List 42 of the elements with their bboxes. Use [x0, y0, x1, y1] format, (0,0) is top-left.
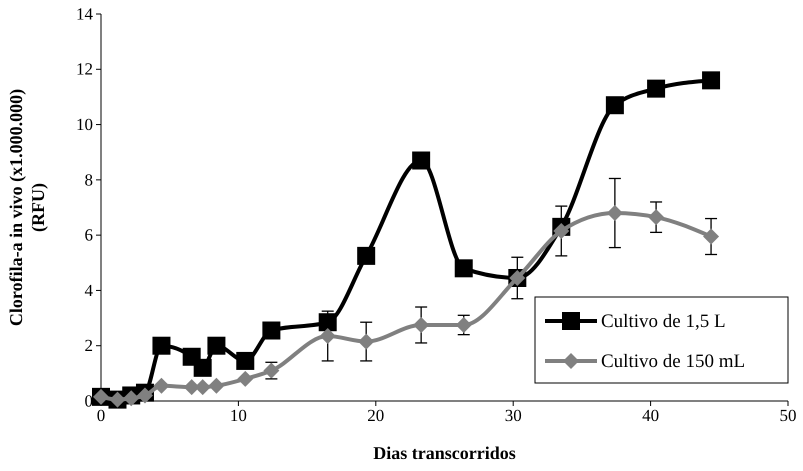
point — [647, 80, 666, 98]
x-tick-label: 10 — [230, 406, 247, 426]
point — [703, 228, 720, 245]
point — [237, 370, 254, 387]
point — [357, 246, 376, 265]
y-tick-label: 10 — [76, 115, 93, 134]
point — [553, 222, 570, 239]
x-tick-label: 30 — [504, 406, 522, 426]
point — [262, 322, 280, 340]
point — [413, 316, 430, 333]
legend-label: Cultivo de 1,5 L — [601, 311, 726, 332]
point — [153, 378, 170, 394]
y-tick-label: 14 — [76, 4, 94, 24]
point — [207, 336, 226, 355]
point — [358, 334, 374, 350]
x-axis-title: Dias transcorridos — [373, 443, 516, 463]
x-tick-label: 20 — [367, 406, 384, 426]
y-tick-label: 8 — [84, 170, 93, 190]
point — [136, 387, 153, 404]
y-tick-label: 6 — [84, 226, 93, 245]
x-tick-label: 0 — [96, 406, 106, 426]
y-tick-label: 12 — [76, 60, 93, 79]
point — [702, 71, 720, 90]
y-tick-label: 0 — [84, 391, 93, 410]
point — [454, 259, 473, 278]
point — [123, 390, 140, 406]
x-tick-label: 40 — [642, 406, 660, 426]
x-tick-label: 50 — [780, 406, 796, 426]
point — [194, 358, 212, 377]
y-tick-label: 4 — [84, 280, 94, 300]
point — [236, 352, 254, 370]
point — [318, 313, 337, 332]
point — [320, 328, 336, 344]
point — [606, 96, 624, 114]
point — [606, 205, 623, 222]
legend-label: Cultivo de 150 mL — [601, 351, 746, 372]
point — [412, 152, 430, 170]
point — [648, 209, 664, 226]
point — [208, 378, 224, 394]
point — [152, 336, 170, 355]
y-tick-label: 2 — [84, 336, 93, 356]
y-axis-title: Clorofila-a in vivo (x1.000.000) (RFU) — [6, 88, 48, 326]
